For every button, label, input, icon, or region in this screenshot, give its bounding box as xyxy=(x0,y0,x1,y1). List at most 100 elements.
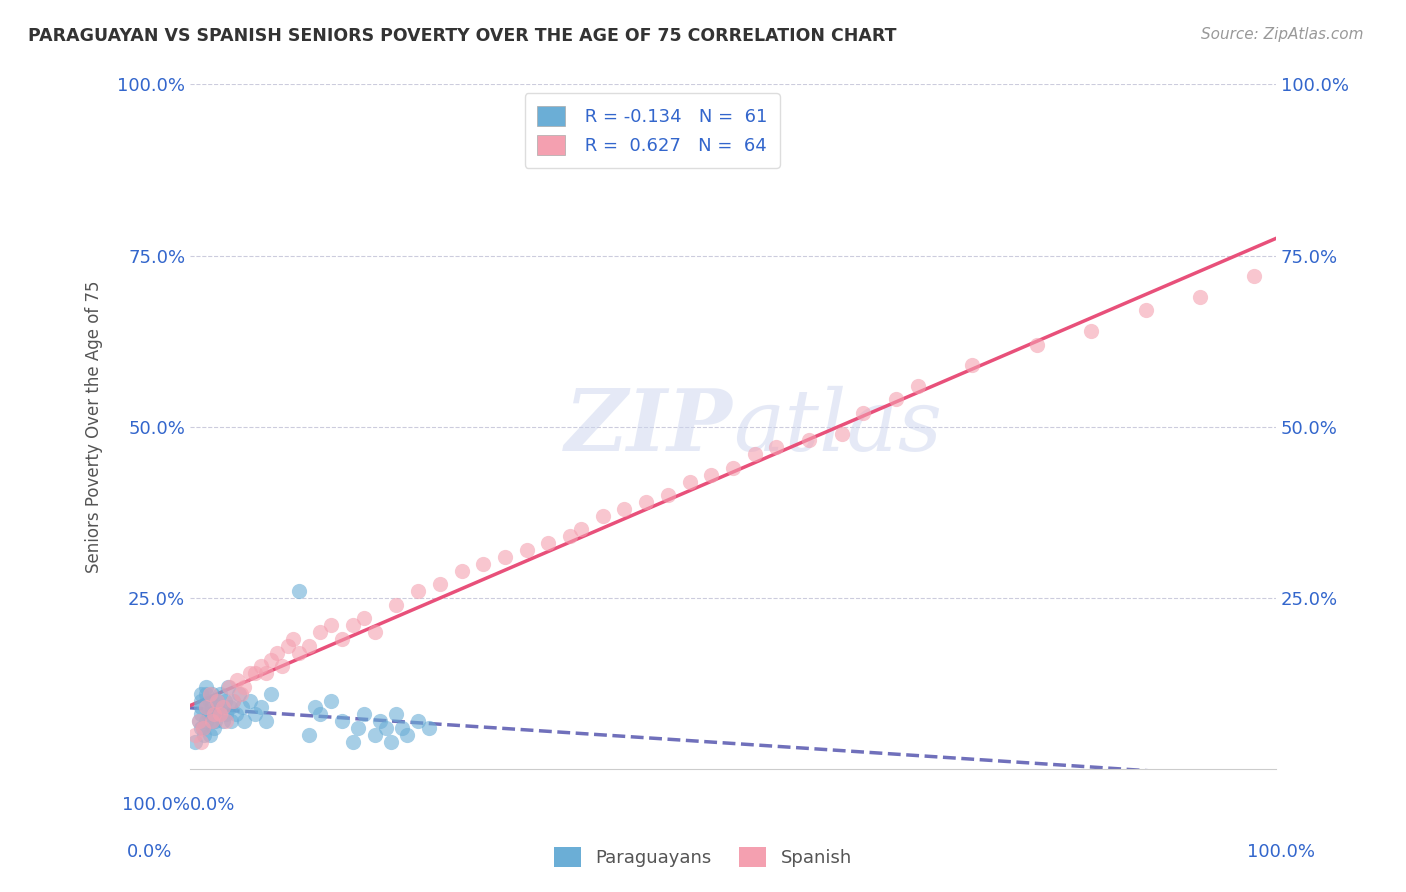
Point xyxy=(201,687,224,701)
Point xyxy=(195,700,218,714)
Point xyxy=(190,721,212,735)
Point xyxy=(201,714,224,728)
Point xyxy=(287,646,309,660)
Point xyxy=(184,735,207,749)
Point xyxy=(198,693,221,707)
Point xyxy=(537,536,560,550)
Point xyxy=(190,735,212,749)
Point xyxy=(298,728,321,742)
Point xyxy=(190,693,212,707)
Point xyxy=(245,707,267,722)
Point xyxy=(211,700,233,714)
Point xyxy=(202,707,225,722)
Point xyxy=(418,721,440,735)
Point xyxy=(721,460,744,475)
Point xyxy=(347,721,370,735)
Point xyxy=(219,700,242,714)
Point xyxy=(215,707,238,722)
Point xyxy=(195,680,218,694)
Point xyxy=(353,611,375,625)
Point xyxy=(209,687,232,701)
Text: Source: ZipAtlas.com: Source: ZipAtlas.com xyxy=(1201,27,1364,42)
Point xyxy=(231,700,253,714)
Point xyxy=(271,659,294,673)
Point xyxy=(249,700,271,714)
Point xyxy=(321,693,343,707)
Point xyxy=(852,406,875,420)
Point xyxy=(309,625,332,640)
Point xyxy=(797,434,820,448)
Text: atlas: atlas xyxy=(733,385,942,468)
Point xyxy=(195,687,218,701)
Point xyxy=(657,488,679,502)
Point xyxy=(233,714,256,728)
Point xyxy=(342,735,364,749)
Point xyxy=(202,721,225,735)
Point xyxy=(1080,324,1102,338)
Point xyxy=(450,564,472,578)
Point xyxy=(592,508,614,523)
Point xyxy=(380,735,402,749)
Point xyxy=(277,639,299,653)
Text: 100.0%: 100.0% xyxy=(1247,843,1315,861)
Point xyxy=(190,687,212,701)
Text: ZIP: ZIP xyxy=(565,385,733,468)
Point xyxy=(287,584,309,599)
Point xyxy=(260,687,283,701)
Point xyxy=(363,625,385,640)
Point xyxy=(221,714,243,728)
Text: 100.0%: 100.0% xyxy=(122,797,190,814)
Point xyxy=(225,673,247,687)
Point xyxy=(198,728,221,742)
Point xyxy=(765,440,787,454)
Point xyxy=(330,632,353,646)
Point xyxy=(254,714,277,728)
Point xyxy=(222,693,245,707)
Point xyxy=(218,680,240,694)
Point xyxy=(225,707,247,722)
Point xyxy=(193,728,215,742)
Point xyxy=(211,714,233,728)
Point xyxy=(309,707,332,722)
Point xyxy=(884,392,907,407)
Text: PARAGUAYAN VS SPANISH SENIORS POVERTY OVER THE AGE OF 75 CORRELATION CHART: PARAGUAYAN VS SPANISH SENIORS POVERTY OV… xyxy=(28,27,897,45)
Point xyxy=(184,728,207,742)
Point xyxy=(229,687,252,701)
Point xyxy=(1135,303,1157,318)
Point xyxy=(205,693,228,707)
Point xyxy=(374,721,396,735)
Y-axis label: Seniors Poverty Over the Age of 75: Seniors Poverty Over the Age of 75 xyxy=(86,280,103,573)
Point xyxy=(195,700,218,714)
Point xyxy=(368,714,391,728)
Point xyxy=(960,358,983,372)
Point xyxy=(260,652,283,666)
Point xyxy=(385,707,408,722)
Legend: Paraguayans, Spanish: Paraguayans, Spanish xyxy=(547,839,859,874)
Point xyxy=(190,700,212,714)
Point xyxy=(187,714,209,728)
Point xyxy=(385,598,408,612)
Point xyxy=(321,618,343,632)
Point xyxy=(233,680,256,694)
Point xyxy=(516,543,538,558)
Point xyxy=(198,687,221,701)
Legend:  R = -0.134   N =  61,  R =  0.627   N =  64: R = -0.134 N = 61, R = 0.627 N = 64 xyxy=(524,94,780,168)
Point xyxy=(472,557,495,571)
Point xyxy=(191,721,214,735)
Point xyxy=(569,523,592,537)
Point xyxy=(636,495,658,509)
Point xyxy=(254,666,277,681)
Point xyxy=(249,659,271,673)
Point xyxy=(1243,269,1265,284)
Point xyxy=(239,666,262,681)
Point xyxy=(558,529,581,543)
Point xyxy=(215,714,238,728)
Point xyxy=(239,693,262,707)
Point xyxy=(1026,337,1049,351)
Point xyxy=(205,693,228,707)
Text: 0.0%: 0.0% xyxy=(190,797,235,814)
Point xyxy=(201,714,224,728)
Point xyxy=(201,700,224,714)
Point xyxy=(222,693,245,707)
Point xyxy=(391,721,413,735)
